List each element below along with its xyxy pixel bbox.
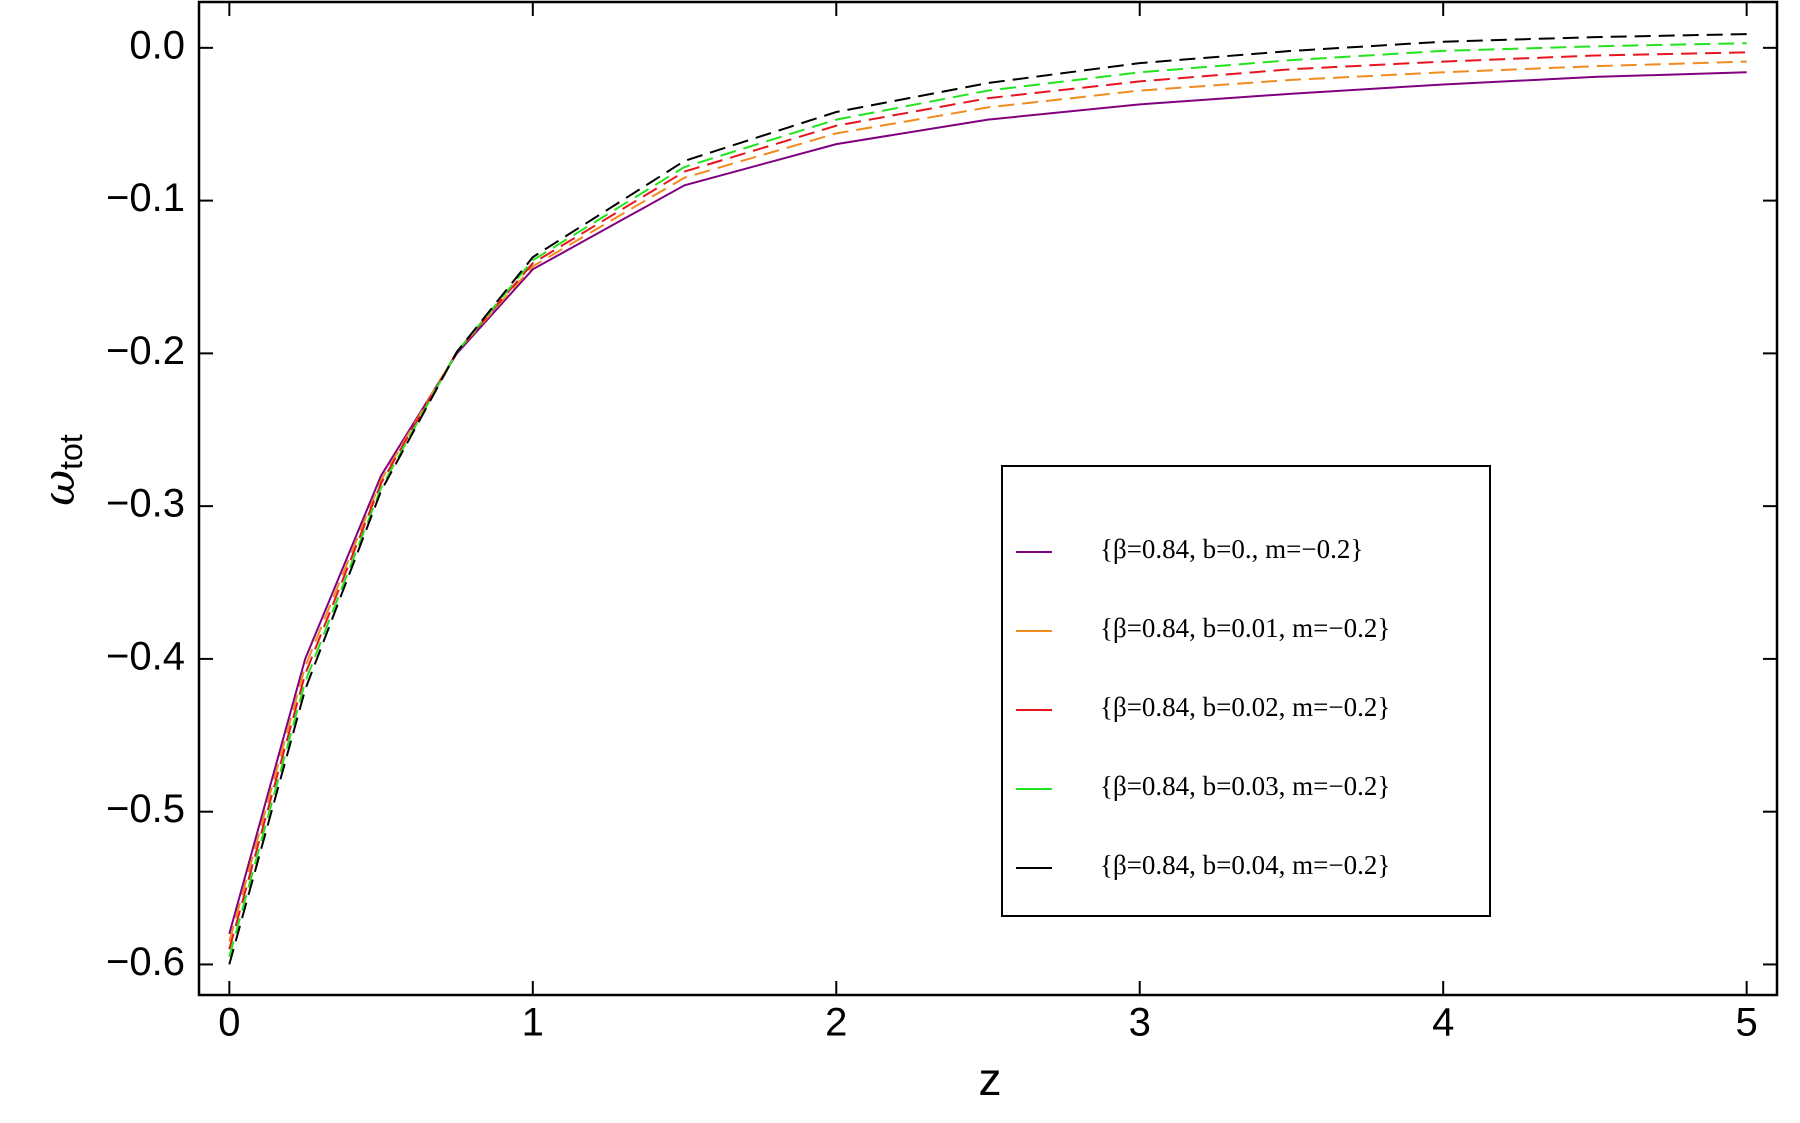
y-tick-label: −0.2 bbox=[106, 329, 185, 373]
y-tick-label: 0.0 bbox=[129, 23, 185, 67]
legend-label: {β=0.84, b=0.04, m=−0.2} bbox=[1100, 850, 1390, 880]
x-tick-label: 2 bbox=[825, 1001, 847, 1045]
y-tick-label: −0.6 bbox=[106, 940, 185, 984]
x-tick-label: 0 bbox=[218, 1001, 240, 1045]
series-line bbox=[228, 71, 1747, 935]
plot-frame bbox=[197, 0, 1779, 997]
series-line bbox=[228, 33, 1747, 965]
y-tick-label: −0.5 bbox=[106, 787, 185, 831]
x-tick-label: 3 bbox=[1129, 1001, 1151, 1045]
y-label-symbol: ω bbox=[34, 470, 85, 506]
x-tick-label: 4 bbox=[1432, 1001, 1454, 1045]
x-tick-label: 5 bbox=[1736, 1001, 1758, 1045]
y-tick-label: −0.3 bbox=[106, 482, 185, 526]
x-axis-label: z bbox=[979, 1053, 1002, 1105]
series-line bbox=[228, 42, 1747, 958]
y-tick-label: −0.4 bbox=[106, 634, 185, 678]
legend-label: {β=0.84, b=0., m=−0.2} bbox=[1100, 534, 1363, 564]
legend-label: {β=0.84, b=0.03, m=−0.2} bbox=[1100, 771, 1390, 801]
y-axis-label: ωtot bbox=[34, 434, 90, 506]
legend-label: {β=0.84, b=0.01, m=−0.2} bbox=[1100, 613, 1390, 643]
legend-label: {β=0.84, b=0.02, m=−0.2} bbox=[1100, 692, 1390, 722]
series-line bbox=[228, 60, 1747, 942]
series-line bbox=[228, 51, 1747, 950]
y-label-subscript: tot bbox=[53, 434, 89, 470]
x-tick-label: 1 bbox=[522, 1001, 544, 1045]
y-tick-label: −0.1 bbox=[106, 176, 185, 220]
legend-box bbox=[1001, 465, 1491, 917]
